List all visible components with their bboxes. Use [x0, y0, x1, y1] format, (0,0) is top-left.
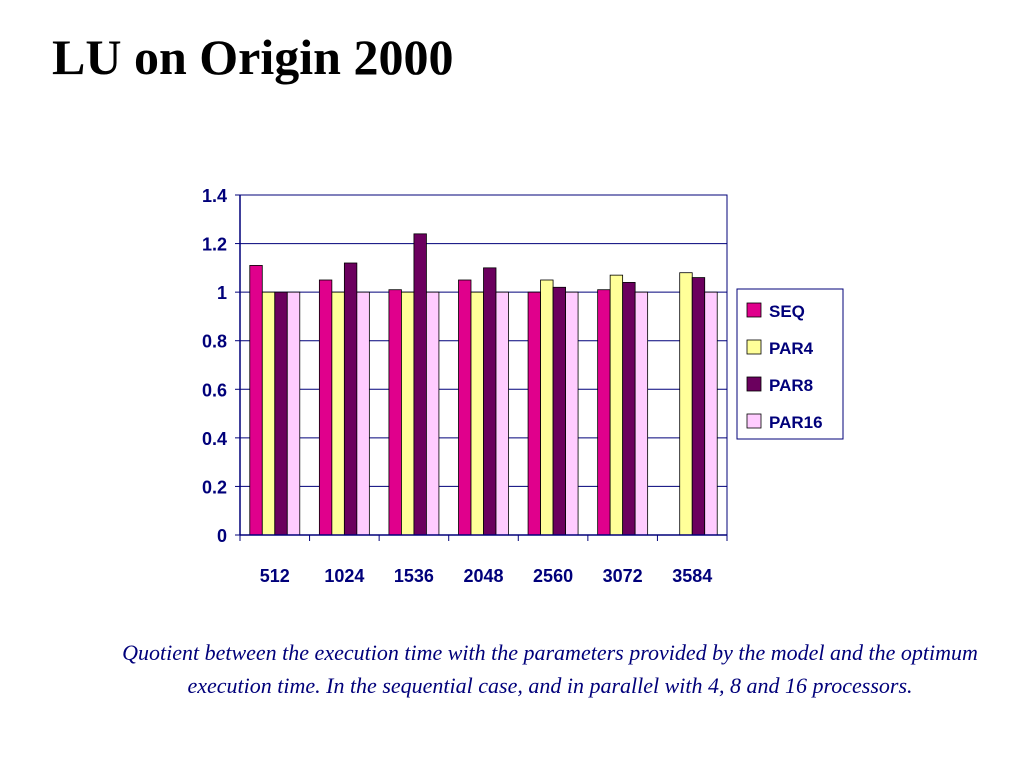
- x-tick-label: 3072: [603, 566, 643, 586]
- legend-swatch-par4: [746, 339, 762, 355]
- legend-label-par8: PAR8: [769, 376, 813, 395]
- legend-label-seq: SEQ: [769, 302, 805, 321]
- bar-par4-1536: [401, 291, 415, 536]
- bar-par8-3072: [622, 282, 636, 536]
- bar-seq-512: [249, 265, 263, 536]
- legend: SEQ PAR4 PAR8 PAR16: [736, 288, 844, 440]
- legend-swatch-par16: [746, 413, 762, 429]
- bar-par4-3072: [609, 274, 624, 536]
- bar-seq-1536: [388, 289, 402, 536]
- x-tick-label: 512: [260, 566, 290, 586]
- y-tick-label: 1.2: [202, 235, 227, 255]
- bar-par8-1536: [413, 233, 427, 536]
- y-tick-label: 0.6: [202, 380, 227, 400]
- bar-par16-1536: [426, 291, 440, 536]
- bar-par4-1024: [331, 291, 345, 536]
- bar-par8-1024: [343, 262, 358, 536]
- y-tick-labels: 0 0.2 0.4 0.6 0.8 1 1.2 1.4: [202, 186, 227, 546]
- bar-par4-3584: [679, 272, 693, 536]
- x-tick-label: 2048: [463, 566, 503, 586]
- bar-par16-1024: [356, 291, 370, 536]
- bar-seq-1024: [318, 279, 333, 536]
- bar-par4-2048: [470, 291, 484, 536]
- y-tick-label: 1.4: [202, 186, 227, 206]
- bar-seq-2048: [458, 279, 472, 536]
- y-tick-label: 0.8: [202, 332, 227, 352]
- bar-par8-2560: [552, 286, 566, 536]
- bar-par4-2560: [540, 279, 554, 536]
- bar-par16-2048: [495, 291, 509, 536]
- bar-par8-512: [274, 291, 288, 536]
- slide-title: LU on Origin 2000: [52, 29, 454, 85]
- bar-par16-2560: [565, 291, 579, 536]
- bar-par8-2048: [483, 267, 497, 536]
- bar-seq-3072: [597, 289, 611, 536]
- axes: [235, 194, 728, 541]
- x-tick-label: 1536: [394, 566, 434, 586]
- bar-par16-512: [286, 291, 301, 536]
- bar-chart: 0 0.2 0.4 0.6 0.8 1 1.2 1.4 512 1024 1536 2048 2560…: [202, 186, 844, 586]
- legend-label-par16: PAR16: [769, 413, 823, 432]
- legend-label-par4: PAR4: [769, 339, 814, 358]
- bar-par4-512: [261, 291, 276, 536]
- x-tick-label: 2560: [533, 566, 573, 586]
- x-tick-label: 1024: [324, 566, 364, 586]
- x-tick-labels: 512 1024 1536 2048 2560 3072 3584: [260, 566, 712, 586]
- slide-caption: Quotient between the execution time with…: [122, 640, 978, 698]
- y-tick-label: 0.2: [202, 477, 227, 497]
- bars: [249, 233, 718, 536]
- y-tick-label: 0: [217, 526, 227, 546]
- legend-swatch-seq: [746, 302, 762, 318]
- bar-par8-3584: [691, 277, 706, 536]
- bar-seq-2560: [527, 291, 541, 536]
- y-tick-label: 1: [217, 283, 227, 303]
- x-tick-label: 3584: [672, 566, 712, 586]
- bar-par16-3072: [634, 291, 649, 536]
- y-tick-label: 0.4: [202, 429, 227, 449]
- bar-par16-3584: [704, 291, 718, 536]
- legend-swatch-par8: [746, 376, 762, 392]
